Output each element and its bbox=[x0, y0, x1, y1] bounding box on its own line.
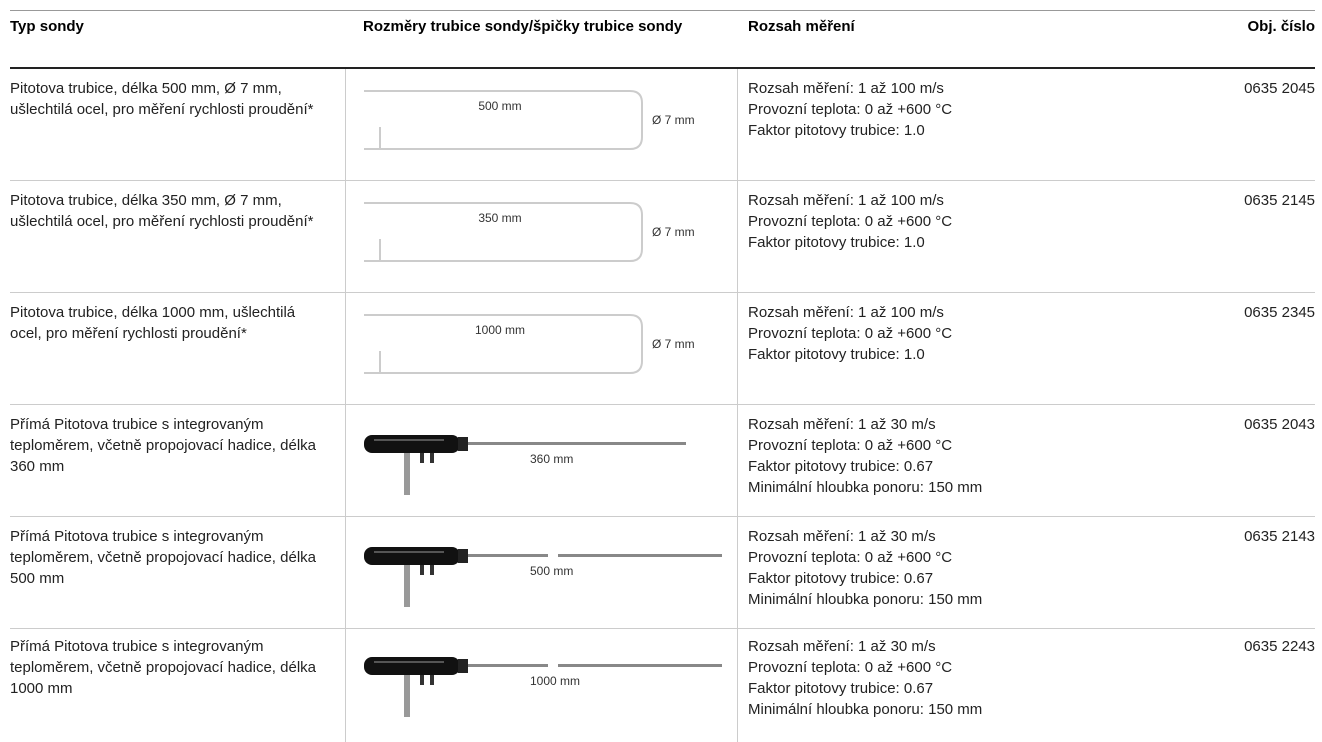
range-cell: Rozsah měření: 1 až 30 m/s Provozní teplo… bbox=[748, 414, 982, 498]
range-line: Provozní teplota: 0 až +600 °C bbox=[748, 437, 953, 454]
handle-stripe bbox=[374, 551, 444, 553]
connector bbox=[420, 565, 424, 575]
probe-drawing: 1000 mm bbox=[364, 657, 722, 717]
range-cell: Rozsah měření: 1 až 100 m/s Provozní tepl… bbox=[748, 190, 952, 253]
range-line: Rozsah měření: 1 až 100 m/s bbox=[748, 304, 944, 321]
header-cell: Typ sondy bbox=[10, 18, 84, 35]
stem bbox=[404, 565, 410, 607]
range-cell: Rozsah měření: 1 až 30 m/s Provozní teplo… bbox=[748, 636, 982, 720]
column-rule bbox=[345, 69, 346, 742]
row-rule bbox=[10, 180, 1315, 181]
probe-type: Pitotova trubice, délka 1000 mm, ušlecht… bbox=[10, 304, 296, 342]
rod bbox=[468, 554, 548, 557]
order-number: 0635 2143 bbox=[1244, 528, 1315, 545]
range-line: Rozsah měření: 1 až 30 m/s bbox=[748, 528, 936, 545]
range-line: Minimální hloubka ponoru: 150 mm bbox=[748, 479, 983, 496]
handle-cap bbox=[458, 437, 468, 451]
range-line: Rozsah měření: 1 až 30 m/s bbox=[748, 416, 936, 433]
order-number: 0635 2045 bbox=[1244, 80, 1315, 97]
length-label: 500 mm bbox=[530, 564, 573, 578]
rod bbox=[558, 664, 722, 667]
range-line: Minimální hloubka ponoru: 150 mm bbox=[748, 701, 983, 718]
length-label: 350 mm bbox=[478, 211, 521, 225]
range-line: Minimální hloubka ponoru: 150 mm bbox=[748, 591, 983, 608]
range-line: Provozní teplota: 0 až +600 °C bbox=[748, 101, 953, 118]
handle-stripe bbox=[374, 439, 444, 441]
stem bbox=[404, 675, 410, 717]
probe-type: Přímá Pitotova trubice s integrovaným te… bbox=[10, 638, 317, 697]
rod bbox=[558, 554, 722, 557]
rod bbox=[468, 442, 686, 445]
probe-type: Pitotova trubice, délka 350 mm, Ø 7 mm, … bbox=[10, 192, 314, 230]
range-line: Faktor pitotovy trubice: 0.67 bbox=[748, 458, 934, 475]
order-number: 0635 2145 bbox=[1244, 192, 1315, 209]
probe-outline bbox=[364, 202, 643, 262]
range-line: Rozsah měření: 1 až 100 m/s bbox=[748, 80, 944, 97]
probe-drawing: 500 mm Ø 7 mm bbox=[364, 90, 695, 150]
range-cell: Rozsah měření: 1 až 30 m/s Provozní teplo… bbox=[748, 526, 982, 610]
connector bbox=[430, 565, 434, 575]
range-line: Rozsah měření: 1 až 100 m/s bbox=[748, 192, 944, 209]
range-line: Provozní teplota: 0 až +600 °C bbox=[748, 659, 953, 676]
handle bbox=[364, 547, 460, 565]
range-line: Faktor pitotovy trubice: 0.67 bbox=[748, 680, 934, 697]
range-line: Faktor pitotovy trubice: 1.0 bbox=[748, 234, 925, 251]
header-rule bbox=[10, 67, 1315, 69]
row-rule bbox=[10, 628, 1315, 629]
order-number: 0635 2043 bbox=[1244, 416, 1315, 433]
handle-cap bbox=[458, 659, 468, 673]
probe-type: Přímá Pitotova trubice s integrovaným te… bbox=[10, 528, 317, 587]
range-line: Provozní teplota: 0 až +600 °C bbox=[748, 213, 953, 230]
top-rule bbox=[10, 10, 1315, 11]
diameter-label: Ø 7 mm bbox=[652, 337, 695, 351]
handle bbox=[364, 435, 460, 453]
connector bbox=[420, 675, 424, 685]
diameter-label: Ø 7 mm bbox=[652, 113, 695, 127]
range-line: Faktor pitotovy trubice: 0.67 bbox=[748, 570, 934, 587]
length-label: 360 mm bbox=[530, 452, 573, 466]
probe-outline bbox=[364, 314, 643, 374]
probe-type: Přímá Pitotova trubice s integrovaným te… bbox=[10, 416, 317, 475]
order-number: 0635 2345 bbox=[1244, 304, 1315, 321]
probe-type: Pitotova trubice, délka 500 mm, Ø 7 mm, … bbox=[10, 80, 314, 118]
probe-outline bbox=[364, 90, 643, 150]
range-cell: Rozsah měření: 1 až 100 m/s Provozní tepl… bbox=[748, 78, 952, 141]
range-line: Provozní teplota: 0 až +600 °C bbox=[748, 549, 953, 566]
range-line: Rozsah měření: 1 až 30 m/s bbox=[748, 638, 936, 655]
connector bbox=[430, 675, 434, 685]
range-cell: Rozsah měření: 1 až 100 m/s Provozní tepl… bbox=[748, 302, 952, 365]
stem bbox=[404, 453, 410, 495]
handle-cap bbox=[458, 549, 468, 563]
column-rule bbox=[737, 69, 738, 742]
row-rule bbox=[10, 404, 1315, 405]
length-label: 1000 mm bbox=[475, 323, 525, 337]
probe-drawing: 350 mm Ø 7 mm bbox=[364, 202, 695, 262]
probe-drawing: 500 mm bbox=[364, 547, 722, 607]
header-cell: Rozměry trubice sondy/špičky trubice son… bbox=[363, 18, 683, 35]
connector bbox=[430, 453, 434, 463]
order-number: 0635 2243 bbox=[1244, 638, 1315, 655]
probe-drawing: 1000 mm Ø 7 mm bbox=[364, 314, 695, 374]
range-line: Provozní teplota: 0 až +600 °C bbox=[748, 325, 953, 342]
header-cell: Rozsah měření bbox=[748, 18, 855, 35]
range-line: Faktor pitotovy trubice: 1.0 bbox=[748, 122, 925, 139]
probe-drawing: 360 mm bbox=[364, 435, 686, 495]
length-label: 1000 mm bbox=[530, 674, 580, 688]
connector bbox=[420, 453, 424, 463]
range-line: Faktor pitotovy trubice: 1.0 bbox=[748, 346, 925, 363]
rod bbox=[468, 664, 548, 667]
row-rule bbox=[10, 292, 1315, 293]
diameter-label: Ø 7 mm bbox=[652, 225, 695, 239]
header-cell: Obj. číslo bbox=[1247, 18, 1315, 35]
length-label: 500 mm bbox=[478, 99, 521, 113]
handle bbox=[364, 657, 460, 675]
row-rule bbox=[10, 516, 1315, 517]
handle-stripe bbox=[374, 661, 444, 663]
